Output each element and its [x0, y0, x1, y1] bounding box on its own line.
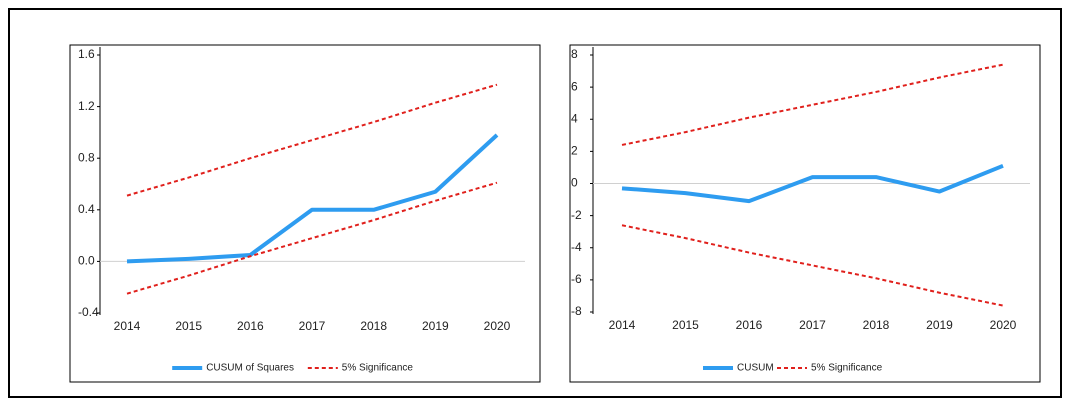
x-tick-label: 2015 [175, 319, 202, 333]
x-tick-label: 2018 [360, 319, 387, 333]
y-tick-label: -0.4 [78, 305, 99, 319]
series-line [126, 133, 499, 264]
y-tick-label: 0.4 [78, 202, 95, 216]
x-tick-label: 2015 [672, 318, 699, 332]
series-line [621, 224, 1004, 307]
chart-frame [69, 44, 541, 383]
outer-frame [8, 8, 1062, 398]
x-tick-label: 2019 [422, 319, 449, 333]
x-tick-label: 2020 [990, 318, 1017, 332]
series-line [621, 63, 1004, 146]
x-tick-label: 2017 [799, 318, 826, 332]
legend-label: 5% Significance [811, 363, 883, 374]
x-tick-label: 2014 [114, 319, 141, 333]
y-tick-label: 0.0 [78, 254, 95, 268]
y-tick-label: -6 [571, 272, 582, 286]
y-tick-label: -4 [571, 240, 582, 254]
legend-label: CUSUM [737, 363, 774, 374]
x-tick-label: 2016 [237, 319, 264, 333]
x-tick-label: 2014 [609, 318, 636, 332]
x-tick-label: 2019 [926, 318, 953, 332]
y-tick-label: 4 [571, 111, 578, 125]
y-tick-label: 8 [571, 47, 578, 61]
legend-label: CUSUM of Squares [206, 363, 294, 374]
x-tick-label: 2017 [299, 319, 326, 333]
series-line [126, 83, 498, 197]
y-tick-label: 1.2 [78, 99, 95, 113]
y-tick-label: 2 [571, 144, 578, 158]
y-tick-label: -2 [571, 208, 582, 222]
y-tick-label: 0 [571, 176, 578, 190]
x-tick-label: 2018 [863, 318, 890, 332]
y-tick-label: 1.6 [78, 47, 95, 61]
chart-frame [569, 44, 1041, 383]
series-line [621, 163, 1004, 204]
legend-label: 5% Significance [342, 363, 414, 374]
y-tick-label: 0.8 [78, 150, 95, 164]
series-line [126, 181, 498, 295]
x-tick-label: 2020 [484, 319, 511, 333]
x-tick-label: 2016 [736, 318, 763, 332]
y-tick-label: -8 [571, 304, 582, 318]
y-tick-label: 6 [571, 79, 578, 93]
